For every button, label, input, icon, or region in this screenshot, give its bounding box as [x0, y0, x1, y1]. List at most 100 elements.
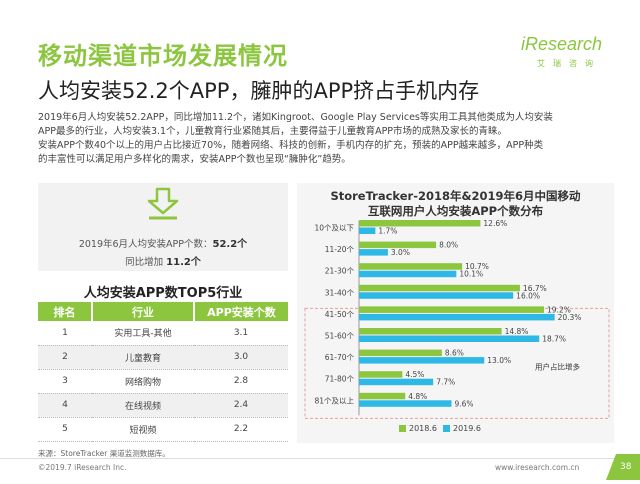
industry-cell: 儿童教育 — [92, 345, 194, 370]
category-label: 31-40个 — [325, 288, 355, 297]
data-label: 16.7% — [523, 284, 547, 293]
brand-subtitle: 艾瑞咨询 — [537, 59, 601, 68]
download-arrow-icon — [147, 187, 179, 220]
bar-2018.6 — [359, 284, 520, 292]
header-count: APP安装个数 — [194, 302, 288, 321]
bar-2019.6 — [359, 270, 457, 278]
stat-box: 2019年6月人均安装APP个数：52.2个 同比增加 11.2个 — [38, 183, 288, 271]
bar-2019.6 — [359, 335, 540, 342]
count-cell: 2.4 — [194, 393, 288, 418]
page-headline: 人均安装52.2个APP，臃肿的APP挤占手机内存 — [38, 79, 480, 103]
section-title: 移动渠道市场发展情况 — [38, 42, 288, 70]
stat-increase-label: 同比增加 — [125, 257, 167, 268]
stat-increase-value: 11.2个 — [166, 257, 201, 268]
page-number-badge: 38 — [606, 454, 640, 480]
footer-copyright: ©2019.7 iResearch Inc. — [38, 463, 127, 472]
table-row: 3 网络购物 2.8 — [38, 369, 288, 394]
industry-cell: 网络购物 — [92, 369, 194, 394]
top5-title: 人均安装APP数TOP5行业 — [83, 286, 243, 301]
bar-2019.6 — [359, 249, 388, 256]
rank-cell: 1 — [38, 321, 92, 346]
brand-logo: iResearch 艾瑞咨询 — [521, 34, 617, 74]
rank-cell: 3 — [38, 369, 92, 394]
brand-name: iResearch — [521, 34, 603, 54]
bar-2018.6 — [359, 349, 442, 357]
chart-title-line2: 互联网用户人均安装APP个数分布 — [367, 204, 544, 218]
page-number: 38 — [620, 462, 632, 472]
rank-cell: 4 — [38, 393, 92, 418]
bar-2019.6 — [359, 292, 514, 299]
top5-table: 排名 行业 APP安装个数 1 实用工具-其他 3.1 2 儿童教育 3.0 3… — [38, 302, 288, 442]
data-label: 9.6% — [455, 399, 474, 408]
legend-label: 2019.6 — [453, 424, 481, 433]
data-label: 16.0% — [516, 291, 540, 300]
rank-cell: 2 — [38, 345, 92, 370]
legend-swatch — [399, 425, 406, 432]
distribution-bar-chart: 10个及以下 12.6% 1.7% 11-20个 8.0% 3.0% 21-30个 10.7%… — [304, 219, 610, 433]
table-row: 4 在线视频 2.4 — [38, 393, 288, 418]
data-label: 12.6% — [483, 219, 507, 228]
chart-panel: StoreTracker-2018年&2019年6月中国移动 互联网用户人均安装… — [297, 183, 614, 443]
data-label: 10.1% — [459, 270, 483, 279]
bar-2019.6 — [359, 313, 555, 321]
category-label: 21-30个 — [325, 267, 355, 276]
legend-label: 2018.6 — [409, 424, 437, 433]
bar-2019.6 — [359, 378, 434, 386]
count-cell: 3.0 — [194, 345, 288, 370]
body-line: 2019年6月人均安装52.2APP，同比增加11.2个，诸如Kingroot、… — [38, 112, 553, 123]
category-label: 11-20个 — [325, 245, 355, 254]
data-label: 19.2% — [547, 305, 571, 314]
count-cell: 2.2 — [194, 417, 288, 442]
bar-2018.6 — [359, 306, 545, 313]
header-industry: 行业 — [92, 302, 195, 321]
top5-header-row: 排名 行业 APP安装个数 — [38, 302, 288, 321]
data-label: 13.0% — [487, 356, 511, 365]
bar-2018.6 — [359, 263, 463, 270]
footer-url: www.iresearch.com.cn — [495, 463, 580, 472]
data-label: 4.8% — [408, 392, 427, 401]
category-label: 51-60个 — [325, 332, 355, 341]
body-paragraph: 2019年6月人均安装52.2APP，同比增加11.2个，诸如Kingroot、… — [38, 111, 616, 167]
table-row: 5 短视频 2.2 — [38, 417, 288, 442]
table-row: 2 儿童教育 3.0 — [38, 345, 288, 370]
count-cell: 2.8 — [194, 369, 288, 394]
data-label: 8.6% — [445, 349, 464, 358]
annotation-label: 用户占比增多 — [535, 362, 580, 372]
category-label: 81个及以上 — [314, 396, 354, 405]
bar-2019.6 — [359, 400, 452, 407]
data-label: 14.8% — [505, 327, 529, 336]
data-label: 3.0% — [391, 248, 410, 257]
count-cell: 3.1 — [194, 321, 288, 346]
header-rank: 排名 — [38, 302, 93, 321]
industry-cell: 短视频 — [92, 417, 194, 442]
data-label: 7.7% — [436, 378, 455, 387]
footer-divider — [0, 458, 640, 459]
category-label: 41-50个 — [325, 310, 355, 319]
table-row: 1 实用工具-其他 3.1 — [38, 321, 288, 346]
data-label: 18.7% — [542, 335, 566, 344]
bar-2018.6 — [359, 220, 481, 227]
legend-swatch — [443, 425, 450, 432]
data-label: 10.7% — [465, 262, 489, 271]
category-label: 10个及以下 — [314, 224, 354, 233]
bar-2019.6 — [359, 227, 376, 234]
body-line: 的丰富性可以满足用户多样化的需求，安装APP个数也呈现“臃肿化”趋势。 — [38, 154, 351, 165]
data-label: 8.0% — [439, 241, 458, 250]
category-label: 61-70个 — [325, 353, 355, 362]
stat-increase: 同比增加 11.2个 — [38, 253, 288, 268]
stat-total-label: 2019年6月人均安装APP个数： — [78, 239, 213, 250]
chart-title-line1: StoreTracker-2018年&2019年6月中国移动 — [330, 189, 581, 203]
body-line: 安装APP个数40个以上的用户占比接近70%，随着网络、科技的创新，手机内存的扩… — [38, 140, 544, 151]
industry-cell: 在线视频 — [92, 393, 194, 418]
bar-2019.6 — [359, 357, 485, 364]
bar-2018.6 — [359, 392, 406, 400]
data-label: 20.3% — [558, 313, 582, 322]
source-note: 来源：StoreTracker 渠道监测数据库。 — [38, 449, 170, 458]
data-label: 4.5% — [405, 370, 424, 379]
page-corner-shape — [606, 454, 640, 480]
category-label: 71-80个 — [325, 375, 355, 384]
bar-2018.6 — [359, 328, 502, 335]
stat-total: 2019年6月人均安装APP个数：52.2个 — [38, 235, 288, 250]
data-label: 1.7% — [378, 227, 397, 236]
industry-cell: 实用工具-其他 — [92, 321, 194, 346]
